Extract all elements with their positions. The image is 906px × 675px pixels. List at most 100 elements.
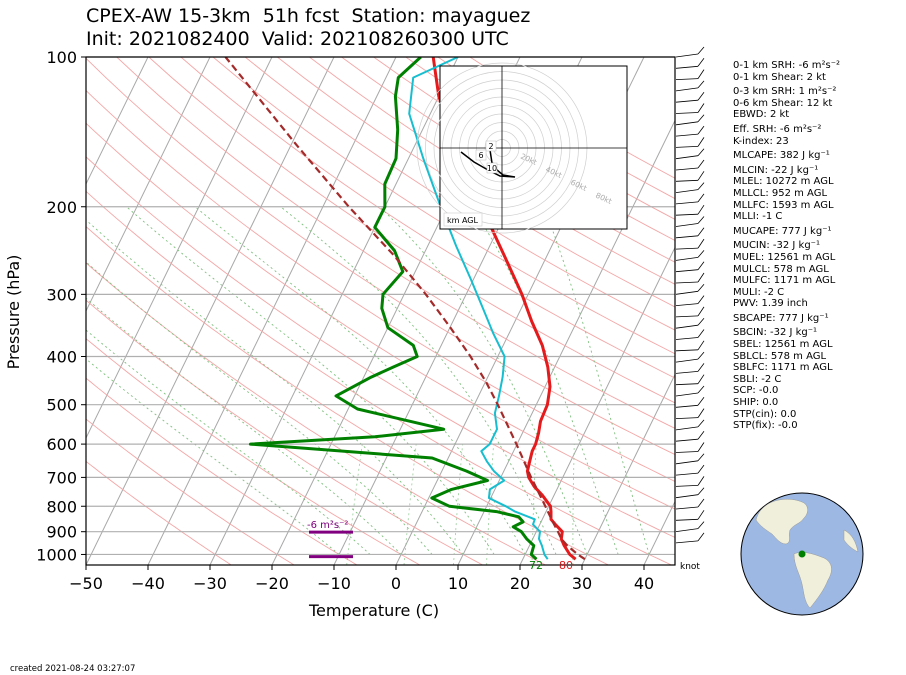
- param-line: MLLFC: 1593 m AGL: [733, 199, 834, 211]
- wind-barb-flag: [697, 69, 705, 79]
- hodograph-height-box: [486, 162, 498, 174]
- wind-barb: [675, 303, 699, 306]
- profile-lines: [224, 57, 586, 561]
- wind-barb: [675, 358, 699, 363]
- wind-barb-flag: [697, 419, 705, 428]
- temperature-profile: [431, 57, 577, 561]
- wind-barb: [675, 269, 699, 273]
- param-line: STP(cin): 0.0: [733, 408, 797, 420]
- dry-adiabat: [277, 57, 675, 308]
- param-line: MUCIN: -32 J kg⁻¹: [733, 240, 820, 252]
- wind-barb-flag: [697, 442, 705, 452]
- parcel-profile: [224, 57, 586, 561]
- wind-barb-flag: [697, 114, 705, 123]
- wind-barb: [675, 155, 699, 160]
- y-tick-label: 700: [46, 468, 77, 487]
- y-tick-label: 900: [46, 523, 77, 542]
- isotherm-line: [86, 57, 273, 440]
- mixing-ratio-line: [346, 444, 363, 565]
- x-tick-label: −40: [131, 574, 165, 593]
- param-line: SBCIN: -32 J kg⁻¹: [733, 327, 818, 339]
- hodograph-height-label: 6: [478, 151, 483, 160]
- param-line: 0-3 km SRH: 1 m²s⁻²: [733, 86, 837, 98]
- isotherm-line: [209, 57, 459, 565]
- wind-barb: [675, 404, 699, 408]
- param-line: EBWD: 2 kt: [733, 109, 790, 121]
- surface-dewpoint-label: 72: [529, 559, 543, 572]
- wind-barb: [675, 392, 699, 397]
- x-tick-label: −50: [69, 574, 103, 593]
- wind-barb-flag: [697, 329, 705, 338]
- x-tick-label: 10: [448, 574, 468, 593]
- wind-barb-flag: [697, 80, 705, 89]
- south-america-shape: [793, 552, 832, 609]
- wind-barb: [675, 485, 699, 487]
- sounding-parameters: 0-1 km SRH: -6 m²s⁻² 0-1 km Shear: 2 kt 0-…: [733, 57, 903, 432]
- station-globe-map: [740, 492, 864, 616]
- param-line: SHIP: 0.0: [733, 397, 779, 409]
- wind-barb-flag: [697, 464, 705, 474]
- wind-barb: [675, 472, 699, 476]
- moist-adiabat: [194, 206, 526, 555]
- wind-barb: [675, 281, 699, 284]
- dry-adiabat: [86, 89, 675, 482]
- wind-barb-flag: [697, 272, 705, 283]
- isotherm-line: [86, 57, 335, 565]
- param-line: 0-6 km Shear: 12 kt: [733, 97, 833, 109]
- y-axis-label: Pressure (hPa): [4, 255, 23, 370]
- dry-adiabat: [86, 190, 672, 565]
- hodograph-height-box: [475, 149, 487, 161]
- station-marker: [798, 550, 806, 558]
- wind-barb: [675, 417, 699, 419]
- hodograph-box-label: km AGL: [447, 216, 479, 225]
- dry-adiabat: [86, 338, 421, 565]
- mixing-ratio-line: [403, 444, 417, 565]
- wind-barb: [675, 53, 699, 58]
- param-line: Eff. SRH: -6 m²s⁻²: [733, 123, 822, 135]
- dry-adiabat: [86, 122, 675, 510]
- param-line: SBLCL: 578 m AGL: [733, 350, 827, 362]
- dewpoint-profile: [248, 57, 538, 561]
- wind-barb: [675, 506, 699, 510]
- dry-adiabat: [86, 460, 232, 565]
- wind-barb-flag: [697, 430, 705, 440]
- srh-value-label: -6 m²s⁻²: [307, 520, 348, 531]
- isotherm-line: [147, 57, 397, 565]
- wind-barb: [675, 112, 699, 114]
- wind-barb-flag: [697, 317, 705, 326]
- wind-barb: [675, 290, 699, 295]
- dry-adiabat: [86, 418, 295, 565]
- wind-barb-flag: [697, 103, 705, 113]
- isotherm-line: [86, 57, 149, 186]
- param-line: SBLI: -2 C: [733, 373, 782, 385]
- wind-barb-flag: [697, 284, 705, 292]
- chart-title: CPEX-AW 15-3km 51h fcst Station: mayague…: [86, 5, 531, 27]
- dry-adiabat: [116, 57, 675, 429]
- x-tick-label: −20: [255, 574, 289, 593]
- x-tick-label: 40: [634, 574, 654, 593]
- y-tick-label: 600: [46, 435, 77, 454]
- wind-barb-flag: [697, 498, 705, 508]
- north-america-shape: [755, 499, 808, 545]
- dry-adiabat: [86, 57, 675, 456]
- srh-bar: -6 m²s⁻²: [307, 520, 353, 559]
- param-line: 0-1 km SRH: -6 m²s⁻²: [733, 60, 840, 71]
- wind-barb-flag: [697, 193, 705, 203]
- wind-barb-flag: [697, 238, 705, 249]
- wind-barb: [675, 65, 699, 69]
- wind-barb-flag: [697, 306, 705, 317]
- wind-barb-flag: [697, 250, 705, 258]
- surface-temperature-label: 80: [559, 559, 573, 572]
- param-line: SBCAPE: 777 J kg⁻¹: [733, 312, 829, 324]
- y-tick-label: 400: [46, 348, 77, 367]
- dry-adiabat: [148, 57, 675, 404]
- wind-barb-flag: [697, 397, 705, 406]
- param-line: SCP: -0.0: [733, 385, 779, 397]
- y-tick-label: 300: [46, 285, 77, 304]
- hodograph-height-box: [485, 140, 497, 152]
- wind-barb: [675, 324, 699, 329]
- wind-barb-flag: [697, 91, 705, 101]
- wind-barb-flag: [697, 182, 705, 190]
- wind-barb-flag: [697, 216, 705, 224]
